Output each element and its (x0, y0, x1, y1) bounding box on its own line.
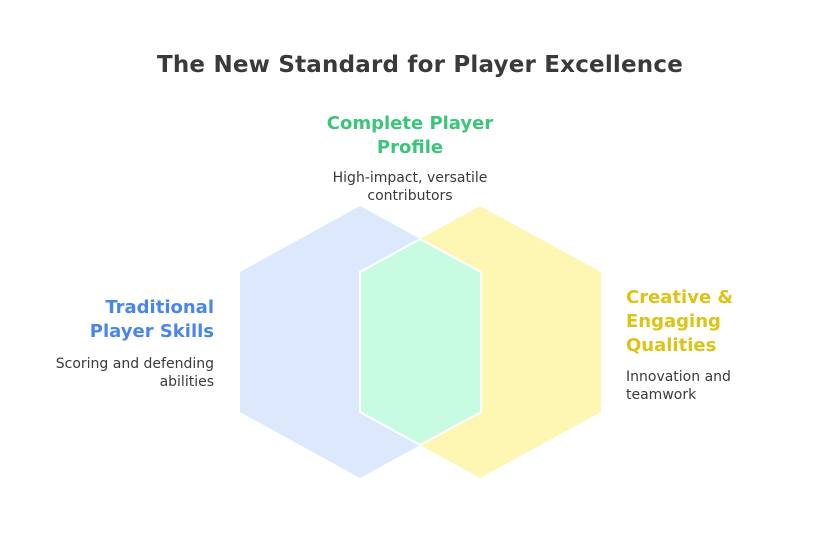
complete-profile-heading: Complete Player Profile (326, 113, 494, 158)
creative-qualities-description: Innovation and teamwork (626, 369, 731, 403)
creative-qualities-heading: Creative & Engaging Qualities (626, 287, 734, 356)
complete-profile-overlap (359, 237, 482, 447)
diagram-title: The New Standard for Player Excellence (156, 52, 684, 78)
traditional-skills-description: Scoring and defending abilities (55, 356, 214, 390)
complete-profile-description: High-impact, versatile contributors (332, 170, 488, 204)
traditional-skills-heading: Traditional Player Skills (89, 297, 214, 342)
